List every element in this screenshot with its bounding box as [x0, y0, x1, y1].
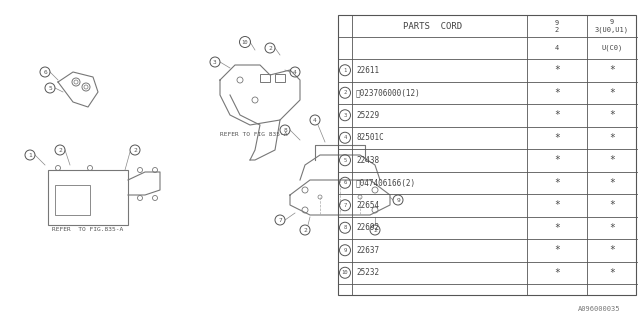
Text: 4: 4 — [293, 69, 297, 75]
Text: A096000035: A096000035 — [577, 306, 620, 312]
Text: *: * — [554, 268, 560, 278]
Text: *: * — [554, 65, 560, 75]
Text: *: * — [554, 245, 560, 255]
Text: 2: 2 — [373, 228, 377, 233]
Text: 2: 2 — [268, 45, 272, 51]
Text: 2: 2 — [133, 148, 137, 153]
Text: Ⓝ023706000(12): Ⓝ023706000(12) — [356, 88, 420, 97]
Text: *: * — [609, 178, 615, 188]
Text: 2: 2 — [344, 90, 347, 95]
Text: 9
2: 9 2 — [555, 20, 559, 33]
Text: *: * — [554, 88, 560, 98]
Text: 10: 10 — [342, 270, 348, 275]
Text: 1: 1 — [344, 68, 347, 73]
Text: *: * — [609, 155, 615, 165]
Text: 25229: 25229 — [356, 111, 379, 120]
Text: U(C0): U(C0) — [602, 45, 623, 51]
Text: *: * — [609, 133, 615, 143]
Text: 10: 10 — [242, 39, 248, 44]
Text: *: * — [609, 223, 615, 233]
Text: 9: 9 — [396, 197, 400, 203]
Text: *: * — [554, 110, 560, 120]
Text: 22692: 22692 — [356, 223, 379, 232]
Text: *: * — [609, 65, 615, 75]
Text: *: * — [554, 223, 560, 233]
Text: Ⓞ047406166(2): Ⓞ047406166(2) — [356, 178, 416, 187]
Text: 82501C: 82501C — [356, 133, 384, 142]
Text: 22611: 22611 — [356, 66, 379, 75]
Text: 7: 7 — [344, 203, 347, 208]
Text: 9: 9 — [344, 248, 347, 253]
Text: 5: 5 — [48, 85, 52, 91]
Text: 4: 4 — [344, 135, 347, 140]
Text: 6: 6 — [43, 69, 47, 75]
Text: 2: 2 — [303, 228, 307, 233]
Text: 25232: 25232 — [356, 268, 379, 277]
Text: *: * — [609, 110, 615, 120]
Text: *: * — [554, 200, 560, 210]
Bar — [275, 74, 285, 82]
Bar — [260, 74, 270, 82]
Text: 4: 4 — [313, 117, 317, 123]
Bar — [55, 185, 90, 215]
Text: 4: 4 — [555, 45, 559, 51]
Text: 8: 8 — [283, 127, 287, 132]
Text: REFER TO FIG 835-A: REFER TO FIG 835-A — [220, 132, 287, 137]
Text: 9
3(U0,U1): 9 3(U0,U1) — [595, 19, 629, 33]
Text: *: * — [609, 245, 615, 255]
Text: *: * — [554, 133, 560, 143]
Text: 3: 3 — [213, 60, 217, 65]
Text: PARTS  CORD: PARTS CORD — [403, 21, 462, 30]
Text: 5: 5 — [344, 158, 347, 163]
Text: 3: 3 — [344, 113, 347, 118]
Text: *: * — [609, 268, 615, 278]
Text: *: * — [609, 88, 615, 98]
Text: 22637: 22637 — [356, 246, 379, 255]
Text: REFER  TO FIG.835-A: REFER TO FIG.835-A — [52, 227, 124, 232]
Text: 1: 1 — [28, 153, 32, 157]
Text: *: * — [609, 200, 615, 210]
Text: 7: 7 — [278, 218, 282, 222]
Text: 22438: 22438 — [356, 156, 379, 165]
Text: 2: 2 — [58, 148, 62, 153]
Bar — [48, 170, 128, 225]
Text: *: * — [554, 178, 560, 188]
Text: 6: 6 — [344, 180, 347, 185]
Text: 8: 8 — [344, 225, 347, 230]
Text: 22654: 22654 — [356, 201, 379, 210]
Bar — [338, 15, 636, 295]
Text: *: * — [554, 155, 560, 165]
